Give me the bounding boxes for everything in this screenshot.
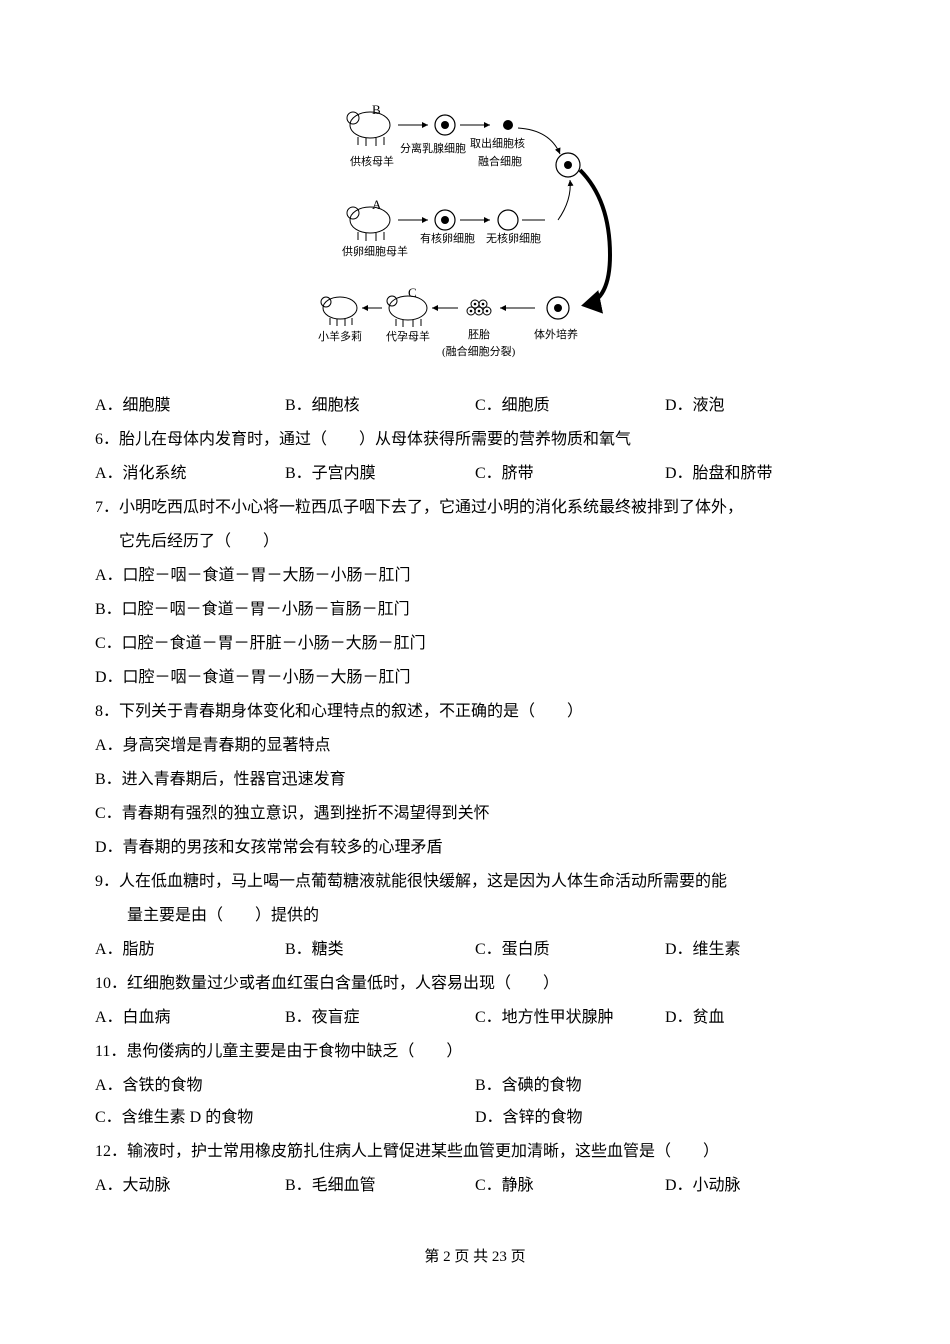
q5-opt-c: C．细胞质: [475, 390, 665, 422]
page-footer: 第 2 页 共 23 页: [95, 1242, 855, 1272]
q12-opt-d: D．小动脉: [665, 1170, 855, 1202]
q10-text: 红细胞数量过少或者血红蛋白含量低时，人容易出现（ ）: [127, 968, 855, 1000]
q10-opt-b: B．夜盲症: [285, 1002, 475, 1034]
q6-text: 胎儿在母体内发育时，通过（ ）从母体获得所需要的营养物质和氧气: [119, 424, 855, 456]
diagram-text-fenlie: (融合细胞分裂): [442, 344, 516, 358]
q5-opt-a: A．细胞膜: [95, 390, 285, 422]
q6-opt-c: C．脐带: [475, 458, 665, 490]
q7-opt-a: A．口腔－咽－食道－胃－大肠－小肠－肛门: [95, 560, 855, 592]
diagram-label-a: A: [372, 197, 382, 212]
q9-num: 9．: [95, 866, 119, 898]
q8-opt-a: A．身高突增是青春期的显著特点: [95, 730, 855, 762]
q9-opt-b: B．糖类: [285, 934, 475, 966]
q11-num: 11．: [95, 1036, 126, 1068]
q7-opt-b: B．口腔－咽－食道－胃－小肠－盲肠－肛门: [95, 594, 855, 626]
q5-opt-d: D．液泡: [665, 390, 855, 422]
q6: 6． 胎儿在母体内发育时，通过（ ）从母体获得所需要的营养物质和氧气: [95, 424, 855, 456]
q10: 10． 红细胞数量过少或者血红蛋白含量低时，人容易出现（ ）: [95, 968, 855, 1000]
q9-text1: 人在低血糖时，马上喝一点葡萄糖液就能很快缓解，这是因为人体生命活动所需要的能: [119, 866, 855, 898]
q12-opt-c: C．静脉: [475, 1170, 665, 1202]
q12: 12． 输液时，护士常用橡皮筋扎住病人上臂促进某些血管更加清晰，这些血管是（ ）: [95, 1136, 855, 1168]
q8: 8． 下列关于青春期身体变化和心理特点的叙述，不正确的是（ ）: [95, 696, 855, 728]
q8-opt-b: B．进入青春期后，性器官迅速发育: [95, 764, 855, 796]
q10-num: 10．: [95, 968, 127, 1000]
diagram-label-b: B: [372, 102, 381, 117]
q6-options: A．消化系统 B．子宫内膜 C．脐带 D．胎盘和脐带: [95, 458, 855, 490]
q8-options: A．身高突增是青春期的显著特点 B．进入青春期后，性器官迅速发育 C．青春期有强…: [95, 730, 855, 864]
q9-opt-d: D．维生素: [665, 934, 855, 966]
q11-opt-c: C．含维生素 D 的食物: [95, 1102, 475, 1134]
diagram-text-gonghe: 供核母羊: [350, 154, 394, 168]
q12-num: 12．: [95, 1136, 127, 1168]
q8-text: 下列关于青春期身体变化和心理特点的叙述，不正确的是（ ）: [119, 696, 855, 728]
q8-num: 8．: [95, 696, 119, 728]
q12-options: A．大动脉 B．毛细血管 C．静脉 D．小动脉: [95, 1170, 855, 1202]
q12-text: 输液时，护士常用橡皮筋扎住病人上臂促进某些血管更加清晰，这些血管是（ ）: [127, 1136, 855, 1168]
diagram-label-c: C: [408, 285, 417, 300]
q11-text: 患佝偻病的儿童主要是由于食物中缺乏（ ）: [126, 1036, 855, 1068]
q11-options: A．含铁的食物 B．含碘的食物 C．含维生素 D 的食物 D．含锌的食物: [95, 1070, 855, 1134]
diagram-text-quchu: 取出细胞核: [470, 136, 525, 150]
q6-num: 6．: [95, 424, 119, 456]
q6-opt-a: A．消化系统: [95, 458, 285, 490]
q7-text1: 小明吃西瓜时不小心将一粒西瓜子咽下去了，它通过小明的消化系统最终被排到了体外，: [119, 492, 855, 524]
q9-line1: 9． 人在低血糖时，马上喝一点葡萄糖液就能很快缓解，这是因为人体生命活动所需要的…: [95, 866, 855, 898]
q9-options: A．脂肪 B．糖类 C．蛋白质 D．维生素: [95, 934, 855, 966]
q5-opt-b: B．细胞核: [285, 390, 475, 422]
q7-opt-c: C．口腔－食道－胃－肝脏－小肠－大肠－肛门: [95, 628, 855, 660]
diagram-text-ronghe: 融合细胞: [478, 154, 522, 168]
diagram-text-duoli: 小羊多莉: [318, 329, 362, 343]
q11: 11． 患佝偻病的儿童主要是由于食物中缺乏（ ）: [95, 1036, 855, 1068]
diagram-text-daiyun: 代孕母羊: [386, 329, 430, 343]
q10-opt-a: A．白血病: [95, 1002, 285, 1034]
q11-opt-d: D．含锌的食物: [475, 1102, 855, 1134]
q11-opt-b: B．含碘的食物: [475, 1070, 855, 1102]
q12-opt-b: B．毛细血管: [285, 1170, 475, 1202]
q6-opt-b: B．子宫内膜: [285, 458, 475, 490]
q9-opt-a: A．脂肪: [95, 934, 285, 966]
diagram-text-tiwai: 体外培养: [534, 327, 578, 341]
diagram-text-peitai: 胚胎: [468, 327, 490, 341]
q6-opt-d: D．胎盘和脐带: [665, 458, 855, 490]
diagram-text-fenli: 分离乳腺细胞: [400, 141, 466, 155]
q10-opt-d: D．贫血: [665, 1002, 855, 1034]
q7-line1: 7． 小明吃西瓜时不小心将一粒西瓜子咽下去了，它通过小明的消化系统最终被排到了体…: [95, 492, 855, 524]
q7-opt-d: D．口腔－咽－食道－胃－小肠－大肠－肛门: [95, 662, 855, 694]
q5-options: A．细胞膜 B．细胞核 C．细胞质 D．液泡: [95, 390, 855, 422]
diagram-text-youhe: 有核卵细胞: [420, 231, 475, 245]
diagram-text-wuhe: 无核卵细胞: [486, 231, 541, 245]
q8-opt-c: C．青春期有强烈的独立意识，遇到挫折不渴望得到关怀: [95, 798, 855, 830]
q8-opt-d: D．青春期的男孩和女孩常常会有较多的心理矛盾: [95, 832, 855, 864]
q7-text2: 它先后经历了（ ）: [95, 526, 855, 558]
q9-text2: 量主要是由（ ）提供的: [95, 900, 855, 932]
q12-opt-a: A．大动脉: [95, 1170, 285, 1202]
q7-options: A．口腔－咽－食道－胃－大肠－小肠－肛门 B．口腔－咽－食道－胃－小肠－盲肠－肛…: [95, 560, 855, 694]
q10-options: A．白血病 B．夜盲症 C．地方性甲状腺肿 D．贫血: [95, 1002, 855, 1034]
diagram-text-gongluan: 供卵细胞母羊: [342, 244, 408, 258]
q11-opt-a: A．含铁的食物: [95, 1070, 475, 1102]
q10-opt-c: C．地方性甲状腺肿: [475, 1002, 665, 1034]
q9-opt-c: C．蛋白质: [475, 934, 665, 966]
cloning-diagram: B 分离乳腺细胞 取出细胞核 供核母羊 融合细胞: [95, 90, 855, 370]
q7-num: 7．: [95, 492, 119, 524]
